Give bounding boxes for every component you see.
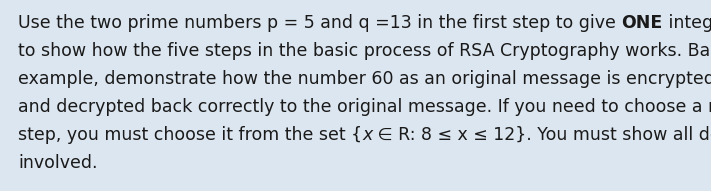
Text: x: x [362,126,373,144]
Text: to show how the five steps in the basic process of RSA Cryptography works. Based: to show how the five steps in the basic … [18,42,711,60]
Text: integrated example: integrated example [663,14,711,32]
Text: example, demonstrate how the number 60 as an original message is encrypted into : example, demonstrate how the number 60 a… [18,70,711,88]
Text: ∈ R: 8 ≤ x ≤ 12}. You must show all detailed steps: ∈ R: 8 ≤ x ≤ 12}. You must show all deta… [373,126,711,144]
Text: involved.: involved. [18,154,97,172]
Text: step, you must choose it from the set {: step, you must choose it from the set { [18,126,362,144]
Text: ONE: ONE [621,14,663,32]
Text: and decrypted back correctly to the original message. If you need to choose a nu: and decrypted back correctly to the orig… [18,98,711,116]
Text: Use the two prime numbers p = 5 and q =13 in the first step to give: Use the two prime numbers p = 5 and q =1… [18,14,621,32]
